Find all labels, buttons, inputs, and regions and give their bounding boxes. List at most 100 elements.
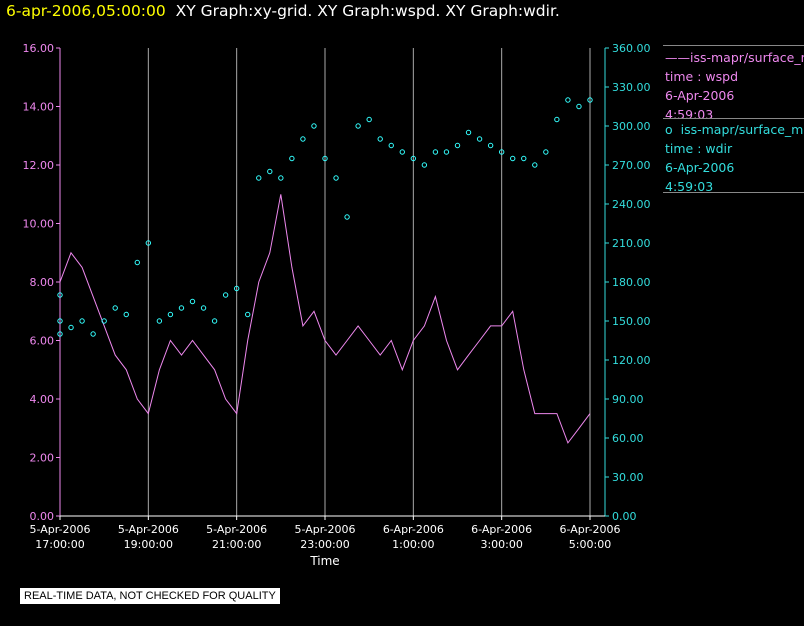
wdir-point: [256, 175, 262, 181]
left-axis-tick-label: 14.00: [23, 101, 55, 114]
x-axis-tick-label: 5:00:00: [569, 538, 611, 551]
wdir-point: [532, 162, 538, 168]
right-axis-tick-label: 300.00: [612, 120, 651, 133]
right-axis-tick-label: 210.00: [612, 237, 651, 250]
right-axis-tick-label: 0.00: [612, 510, 637, 523]
wdir-point: [587, 97, 593, 103]
x-axis-tick-label: 19:00:00: [124, 538, 173, 551]
x-axis-tick-label: 6-Apr-2006: [383, 523, 444, 536]
right-axis-tick-label: 330.00: [612, 81, 651, 94]
legend-wspd-name: iss-mapr/surface_m: [690, 50, 804, 65]
right-axis-tick-label: 360.00: [612, 42, 651, 55]
wdir-point: [156, 318, 163, 324]
right-axis-tick-label: 120.00: [612, 354, 651, 367]
left-axis-tick-label: 12.00: [23, 159, 55, 172]
wdir-point: [333, 175, 339, 181]
wdir-point: [101, 318, 107, 324]
right-axis-tick-label: 90.00: [612, 393, 644, 406]
left-axis-tick-label: 8.00: [30, 276, 55, 289]
legend-divider: [663, 118, 804, 119]
wdir-point: [90, 331, 96, 337]
legend-wdir-name: iss-mapr/surface_m: [680, 122, 804, 137]
x-axis-tick-label: 23:00:00: [300, 538, 349, 551]
x-axis-tick-label: 6-Apr-2006: [471, 523, 532, 536]
left-axis-tick-label: 0.00: [30, 510, 55, 523]
wdir-point: [311, 123, 317, 129]
legend-wdir-var: time : wdir: [665, 141, 733, 156]
right-axis-tick-label: 180.00: [612, 276, 651, 289]
wdir-point: [134, 259, 140, 266]
legend-wspd-date: 6-Apr-2006: [665, 88, 735, 103]
wdir-point: [487, 142, 494, 149]
x-axis-tick-label: 1:00:00: [392, 538, 434, 551]
wdir-point: [421, 162, 428, 168]
wdir-point: [388, 142, 394, 149]
wdir-point: [211, 318, 218, 324]
left-axis-tick-label: 4.00: [30, 393, 55, 406]
x-axis-tick-label: 5-Apr-2006: [294, 523, 355, 536]
wspd-series-line: [59, 194, 591, 444]
wdir-point: [57, 331, 63, 337]
right-axis-tick-label: 30.00: [612, 471, 644, 484]
x-axis-tick-label: 6-Apr-2006: [559, 523, 620, 536]
wdir-point: [465, 129, 472, 136]
wdir-point: [366, 116, 372, 123]
wdir-point: [300, 136, 306, 142]
x-axis-tick-label: 21:00:00: [212, 538, 261, 551]
x-axis-tick-label: 3:00:00: [480, 538, 522, 551]
wdir-point: [289, 155, 295, 162]
wdir-point: [565, 97, 571, 103]
left-axis-tick-label: 16.00: [23, 42, 55, 55]
x-axis-tick-label: 5-Apr-2006: [206, 523, 267, 536]
left-axis-tick-label: 6.00: [30, 335, 55, 348]
wdir-point: [432, 149, 439, 155]
wdir-point: [267, 168, 273, 175]
x-axis-title: Time: [309, 554, 339, 568]
wdir-point: [344, 214, 350, 220]
wdir-point: [377, 136, 383, 142]
left-axis-tick-label: 10.00: [23, 218, 55, 231]
right-axis-tick-label: 150.00: [612, 315, 651, 328]
wdir-point: [322, 155, 328, 162]
legend-wspd-marker: ——: [665, 50, 690, 65]
right-axis-tick-label: 60.00: [612, 432, 644, 445]
right-axis-tick-label: 240.00: [612, 198, 651, 211]
wdir-point: [57, 292, 63, 298]
legend-divider: [663, 192, 804, 193]
wdir-point: [521, 155, 527, 162]
wdir-point: [510, 155, 516, 162]
wdir-point: [278, 175, 284, 181]
wdir-point: [145, 240, 152, 246]
legend-wspd-var: time : wspd: [665, 69, 739, 84]
wdir-point: [222, 292, 229, 298]
legend-entry-wspd: ——iss-mapr/surface_m time : wspd 6-Apr-2…: [665, 48, 804, 124]
wdir-point: [399, 149, 405, 155]
wdir-point: [112, 305, 118, 311]
legend-entry-wdir: o iss-mapr/surface_m time : wdir 6-Apr-2…: [665, 120, 804, 196]
header-title: 6-apr-2006,05:00:00 XY Graph:xy-grid. XY…: [6, 2, 560, 20]
wdir-point: [576, 103, 582, 110]
wdir-point: [454, 142, 461, 149]
legend-wdir-time: 4:59:03: [665, 179, 714, 194]
wdir-point: [245, 311, 251, 318]
wdir-point: [189, 298, 196, 305]
wdir-point: [167, 311, 174, 318]
x-axis-tick-label: 5-Apr-2006: [118, 523, 179, 536]
wdir-point: [123, 311, 129, 318]
legend-wdir-marker: o: [665, 122, 673, 137]
wdir-point: [355, 123, 361, 129]
wdir-point: [200, 305, 207, 311]
header-timestamp: 6-apr-2006,05:00:00: [6, 2, 166, 20]
wdir-point: [233, 285, 240, 292]
wdir-point: [79, 318, 85, 324]
wdir-point: [498, 149, 505, 155]
wdir-point: [543, 149, 549, 155]
legend-wdir-date: 6-Apr-2006: [665, 160, 735, 175]
x-axis-tick-label: 17:00:00: [35, 538, 84, 551]
wdir-point: [554, 116, 560, 123]
left-axis-tick-label: 2.00: [30, 452, 55, 465]
right-axis-tick-label: 270.00: [612, 159, 651, 172]
wdir-point: [410, 155, 417, 162]
quality-note: REAL-TIME DATA, NOT CHECKED FOR QUALITY: [20, 588, 280, 604]
